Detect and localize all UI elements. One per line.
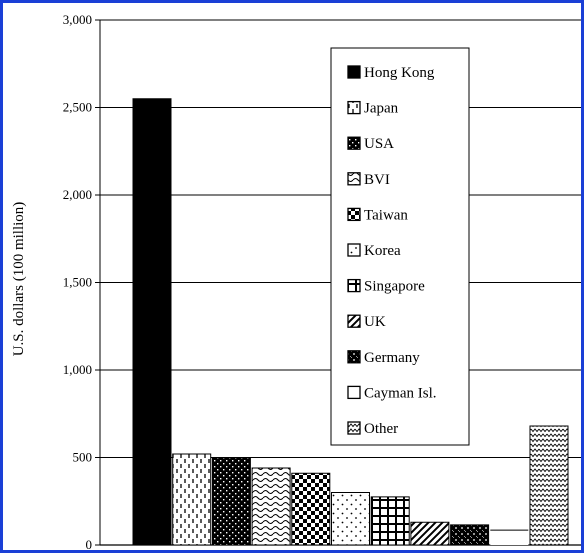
bar — [132, 98, 172, 546]
bar — [529, 425, 569, 546]
bar — [211, 457, 251, 546]
bars — [132, 98, 569, 546]
legend: Hong Kong Japan USA BVI Taiwan Korea Singapore… — [330, 47, 470, 446]
legend-label: Singapore — [364, 279, 425, 295]
bar — [331, 492, 370, 546]
legend-swatch — [347, 421, 361, 435]
bar — [370, 496, 410, 546]
legend-label: Taiwan — [364, 207, 408, 223]
legend-label: Korea — [364, 243, 401, 259]
legend-swatch — [347, 65, 361, 79]
legend-swatch — [347, 100, 361, 115]
y-axis-label: U.S. dollars (100 million) — [11, 202, 27, 357]
y-tick-label: 2,500 — [63, 100, 92, 115]
legend-label: BVI — [364, 172, 390, 188]
legend-swatch — [347, 136, 361, 150]
legend-label: UK — [364, 314, 386, 330]
legend-swatch — [347, 350, 361, 364]
legend-swatch — [347, 243, 361, 257]
y-tick-label: 1,500 — [63, 275, 92, 290]
y-tick-label: 0 — [86, 537, 93, 550]
legend-swatch — [347, 385, 361, 400]
legend-swatch — [347, 278, 361, 293]
bar — [172, 453, 212, 546]
legend-label: USA — [364, 136, 394, 152]
y-tick-label: 3,000 — [63, 12, 92, 27]
bar — [490, 530, 529, 545]
bar — [251, 467, 291, 546]
legend-swatch — [347, 207, 361, 222]
bar — [410, 521, 450, 546]
y-tick-label: 1,000 — [63, 362, 92, 377]
y-tick-label: 500 — [73, 450, 93, 465]
legend-label: Other — [364, 421, 398, 437]
legend-label: Hong Kong — [364, 65, 435, 81]
legend-label: Cayman Isl. — [364, 385, 437, 401]
bar-chart: 0 500 1,000 1,500 2,000 2,500 3,000 U.S. dolla… — [11, 12, 581, 552]
y-tick-label: 2,000 — [63, 187, 92, 202]
legend-label: Japan — [364, 101, 399, 117]
legend-label: Germany — [364, 350, 420, 366]
legend-swatch — [347, 172, 361, 186]
legend-swatch — [347, 314, 361, 328]
bar — [450, 524, 490, 546]
bar — [291, 472, 331, 546]
